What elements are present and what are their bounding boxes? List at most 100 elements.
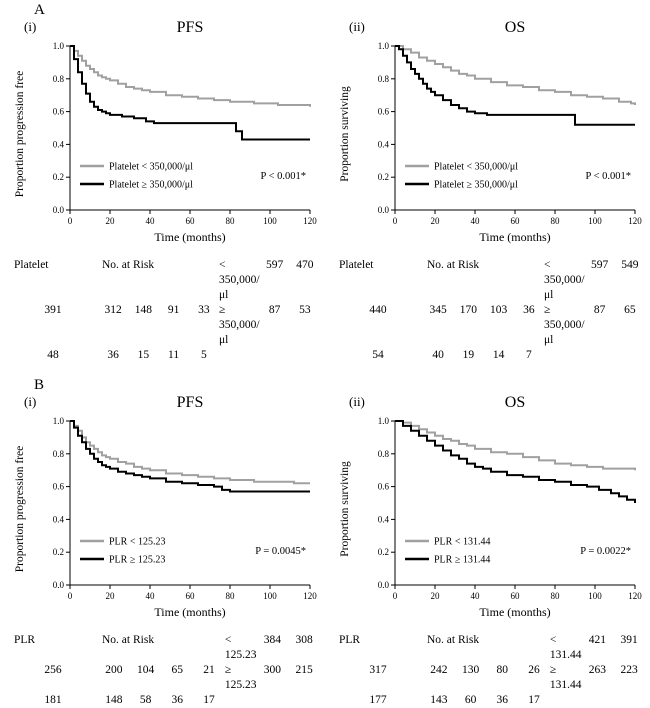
risk-value: 300 <box>263 664 282 676</box>
y-tick-label: 0.0 <box>53 580 65 590</box>
risk-value: 597 <box>591 259 609 271</box>
risk-value: 7 <box>525 349 532 361</box>
risk-value: 14 <box>492 349 505 361</box>
km-panel: (ii) OS Proportion surviving 0.0 0.2 0.4 0.6 0.… <box>325 18 650 363</box>
risk-value: 256 <box>44 664 62 676</box>
y-tick-label: 0.4 <box>53 139 65 149</box>
x-tick-label: 40 <box>471 216 481 226</box>
risk-table-group-header: Platelet <box>14 259 49 271</box>
risk-row-label: < 350,000/μl <box>543 259 585 301</box>
risk-value: 17 <box>528 694 540 706</box>
risk-table-header: No. at Risk <box>427 259 480 271</box>
x-tick-label: 80 <box>551 216 561 226</box>
x-tick-label: 20 <box>431 591 441 601</box>
risk-value: 223 <box>620 664 638 676</box>
risk-value: 215 <box>295 664 313 676</box>
section-panels: (i) PFS Proportion progression free 0.0 0.2 0… <box>0 18 650 363</box>
panel-title: OS <box>504 394 526 411</box>
y-tick-label: 0.2 <box>53 172 64 182</box>
risk-table-group-header: PLR <box>339 634 361 646</box>
risk-value: 130 <box>461 664 480 676</box>
x-tick-label: 80 <box>226 591 236 601</box>
plot-row: Proportion surviving 0.0 0.2 0.4 0.6 0.8 1.0 0 2… <box>325 38 650 230</box>
risk-value: 65 <box>624 304 636 316</box>
risk-value: 53 <box>299 304 311 316</box>
km-curve <box>70 45 311 107</box>
risk-table: Platelet No. at Risk < 350,000/μl 597 470 391… <box>8 258 320 363</box>
risk-value: 11 <box>168 349 180 361</box>
risk-value: 181 <box>44 694 62 706</box>
risk-value: 200 <box>105 664 123 676</box>
risk-value: 170 <box>459 304 477 316</box>
y-axis-label-text: Proportion surviving <box>339 461 351 557</box>
risk-row-label: ≥ 131.44 <box>549 664 582 691</box>
risk-value: 470 <box>296 259 314 271</box>
section-B: B (i) PFS Proportion progression free 0.0 0.… <box>0 377 650 708</box>
panel-title: PFS <box>176 19 204 36</box>
x-tick-label: 0 <box>393 216 398 226</box>
x-tick-label: 120 <box>303 591 317 601</box>
risk-row-label: < 350,000/μl <box>218 259 260 301</box>
y-tick-label: 0.4 <box>378 139 390 149</box>
risk-row-label: ≥ 350,000/μl <box>218 304 260 346</box>
risk-value: 312 <box>104 304 122 316</box>
section-panels: (i) PFS Proportion progression free 0.0 0.2 0… <box>0 393 650 708</box>
km-panel: (i) PFS Proportion progression free 0.0 0.2 0… <box>0 393 325 708</box>
risk-value: 60 <box>464 694 477 706</box>
p-value: P < 0.001* <box>586 171 632 182</box>
risk-table-header: No. at Risk <box>427 634 480 646</box>
panel-header: (i) PFS <box>0 18 325 38</box>
x-tick-label: 40 <box>146 216 156 226</box>
risk-value: 148 <box>134 304 152 316</box>
y-axis-label: Proportion surviving <box>335 38 355 230</box>
risk-table-header: No. at Risk <box>102 634 155 646</box>
x-tick-label: 60 <box>186 216 196 226</box>
risk-value: 317 <box>369 664 387 676</box>
x-tick-label: 0 <box>68 216 73 226</box>
km-panel: (i) PFS Proportion progression free 0.0 0.2 0… <box>0 18 325 363</box>
risk-value: 549 <box>621 259 639 271</box>
risk-value: 391 <box>44 304 62 316</box>
risk-value: 597 <box>266 259 284 271</box>
km-curve <box>395 420 636 471</box>
legend-label: Platelet ≥ 350,000/μl <box>109 180 193 191</box>
risk-value: 17 <box>203 694 215 706</box>
panel-header: (ii) OS <box>325 393 650 413</box>
x-tick-label: 100 <box>588 591 602 601</box>
y-tick-label: 0.2 <box>378 547 389 557</box>
y-tick-label: 0.8 <box>378 74 390 84</box>
x-tick-label: 120 <box>628 216 642 226</box>
p-value: P = 0.0022* <box>580 546 631 557</box>
km-plot-svg: 0.0 0.2 0.4 0.6 0.8 1.0 0 20 40 60 80 100 120 PLR < 1… <box>53 416 318 601</box>
x-axis-label: Time (months) <box>154 230 226 244</box>
y-axis-label: Proportion progression free <box>10 38 30 230</box>
y-tick-label: 0.8 <box>53 74 65 84</box>
x-tick-label: 100 <box>263 591 277 601</box>
km-curve <box>70 420 310 493</box>
risk-value: 26 <box>528 664 540 676</box>
x-tick-label: 20 <box>431 216 441 226</box>
x-tick-label: 40 <box>471 591 481 601</box>
y-tick-label: 1.0 <box>378 41 390 51</box>
km-plot-svg: 0.0 0.2 0.4 0.6 0.8 1.0 0 20 40 60 80 100 120 Platele… <box>378 41 643 226</box>
y-tick-label: 0.0 <box>378 205 390 215</box>
risk-table-group-header: PLR <box>14 634 36 646</box>
risk-row-label: ≥ 125.23 <box>224 664 257 691</box>
risk-value: 391 <box>620 634 638 646</box>
panel-header: (ii) OS <box>325 18 650 38</box>
y-axis-label-text: Proportion progression free <box>14 445 26 573</box>
y-tick-label: 0.6 <box>53 482 65 492</box>
y-tick-label: 0.6 <box>378 107 390 117</box>
risk-value: 48 <box>47 349 59 361</box>
risk-value: 421 <box>588 634 607 646</box>
km-curve <box>395 45 635 126</box>
legend-label: PLR ≥ 125.23 <box>109 555 165 566</box>
legend-label: Platelet ≥ 350,000/μl <box>434 180 518 191</box>
km-curve <box>70 420 310 485</box>
risk-value: 177 <box>369 694 387 706</box>
legend-label: Platelet < 350,000/μl <box>109 162 193 173</box>
risk-value: 19 <box>462 349 475 361</box>
legend-label: PLR ≥ 131.44 <box>434 555 490 566</box>
section-A: A (i) PFS Proportion progression free 0.0 0.… <box>0 2 650 363</box>
x-axis-label: Time (months) <box>479 230 551 244</box>
